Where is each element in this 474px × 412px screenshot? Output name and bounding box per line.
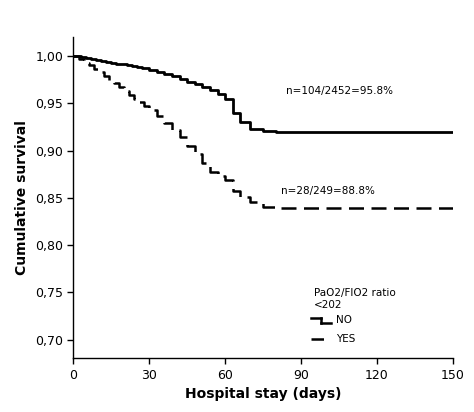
Text: YES: YES (337, 334, 356, 344)
Text: n=28/249=88.8%: n=28/249=88.8% (281, 186, 374, 196)
Text: <202: <202 (314, 300, 342, 310)
Text: Source: BMC Anesthesiol © 2014 BioMed Central, Ltd: Source: BMC Anesthesiol © 2014 BioMed Ce… (265, 396, 469, 405)
Text: n=104/2452=95.8%: n=104/2452=95.8% (286, 86, 393, 96)
Y-axis label: Cumulative survival: Cumulative survival (16, 120, 29, 275)
X-axis label: Hospital stay (days): Hospital stay (days) (185, 387, 341, 401)
Text: NO: NO (337, 315, 352, 325)
Text: PaO2/FIO2 ratio: PaO2/FIO2 ratio (314, 288, 395, 297)
Text: Medscape: Medscape (5, 396, 63, 406)
